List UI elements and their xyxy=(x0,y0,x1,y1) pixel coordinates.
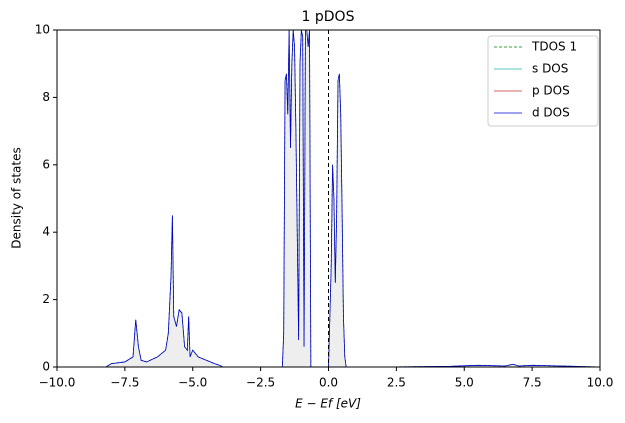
legend-label: d DOS xyxy=(532,106,570,120)
y-tick-label: 0 xyxy=(42,360,50,374)
x-tick-label: 0.0 xyxy=(319,376,338,390)
y-tick-label: 2 xyxy=(42,292,50,306)
chart-title: 1 pDOS xyxy=(302,9,355,25)
legend-label: p DOS xyxy=(532,84,570,98)
x-axis-label: E − Ef [eV] xyxy=(295,397,361,411)
legend-box xyxy=(487,35,599,127)
x-tick-label: −10.0 xyxy=(39,376,76,390)
x-tick-label: 10.0 xyxy=(587,376,614,390)
y-tick-label: 8 xyxy=(42,90,50,104)
plot-area xyxy=(57,30,600,367)
y-axis-label: Density of states xyxy=(10,147,24,248)
x-tick-label: −7.5 xyxy=(110,376,139,390)
y-tick-label: 6 xyxy=(42,157,50,171)
x-tick-label: 2.5 xyxy=(387,376,406,390)
y-tick-label: 4 xyxy=(42,225,50,239)
x-tick-label: 7.5 xyxy=(523,376,542,390)
y-tick-label: 10 xyxy=(35,23,50,37)
legend-label: TDOS 1 xyxy=(531,40,577,54)
x-tick-label: −5.0 xyxy=(178,376,207,390)
legend-label: s DOS xyxy=(532,62,568,76)
dos-line xyxy=(57,30,600,367)
legend: TDOS 1 s DOS p DOS d DOS xyxy=(487,35,599,127)
x-tick-label: −2.5 xyxy=(246,376,275,390)
x-tick-label: 5.0 xyxy=(455,376,474,390)
